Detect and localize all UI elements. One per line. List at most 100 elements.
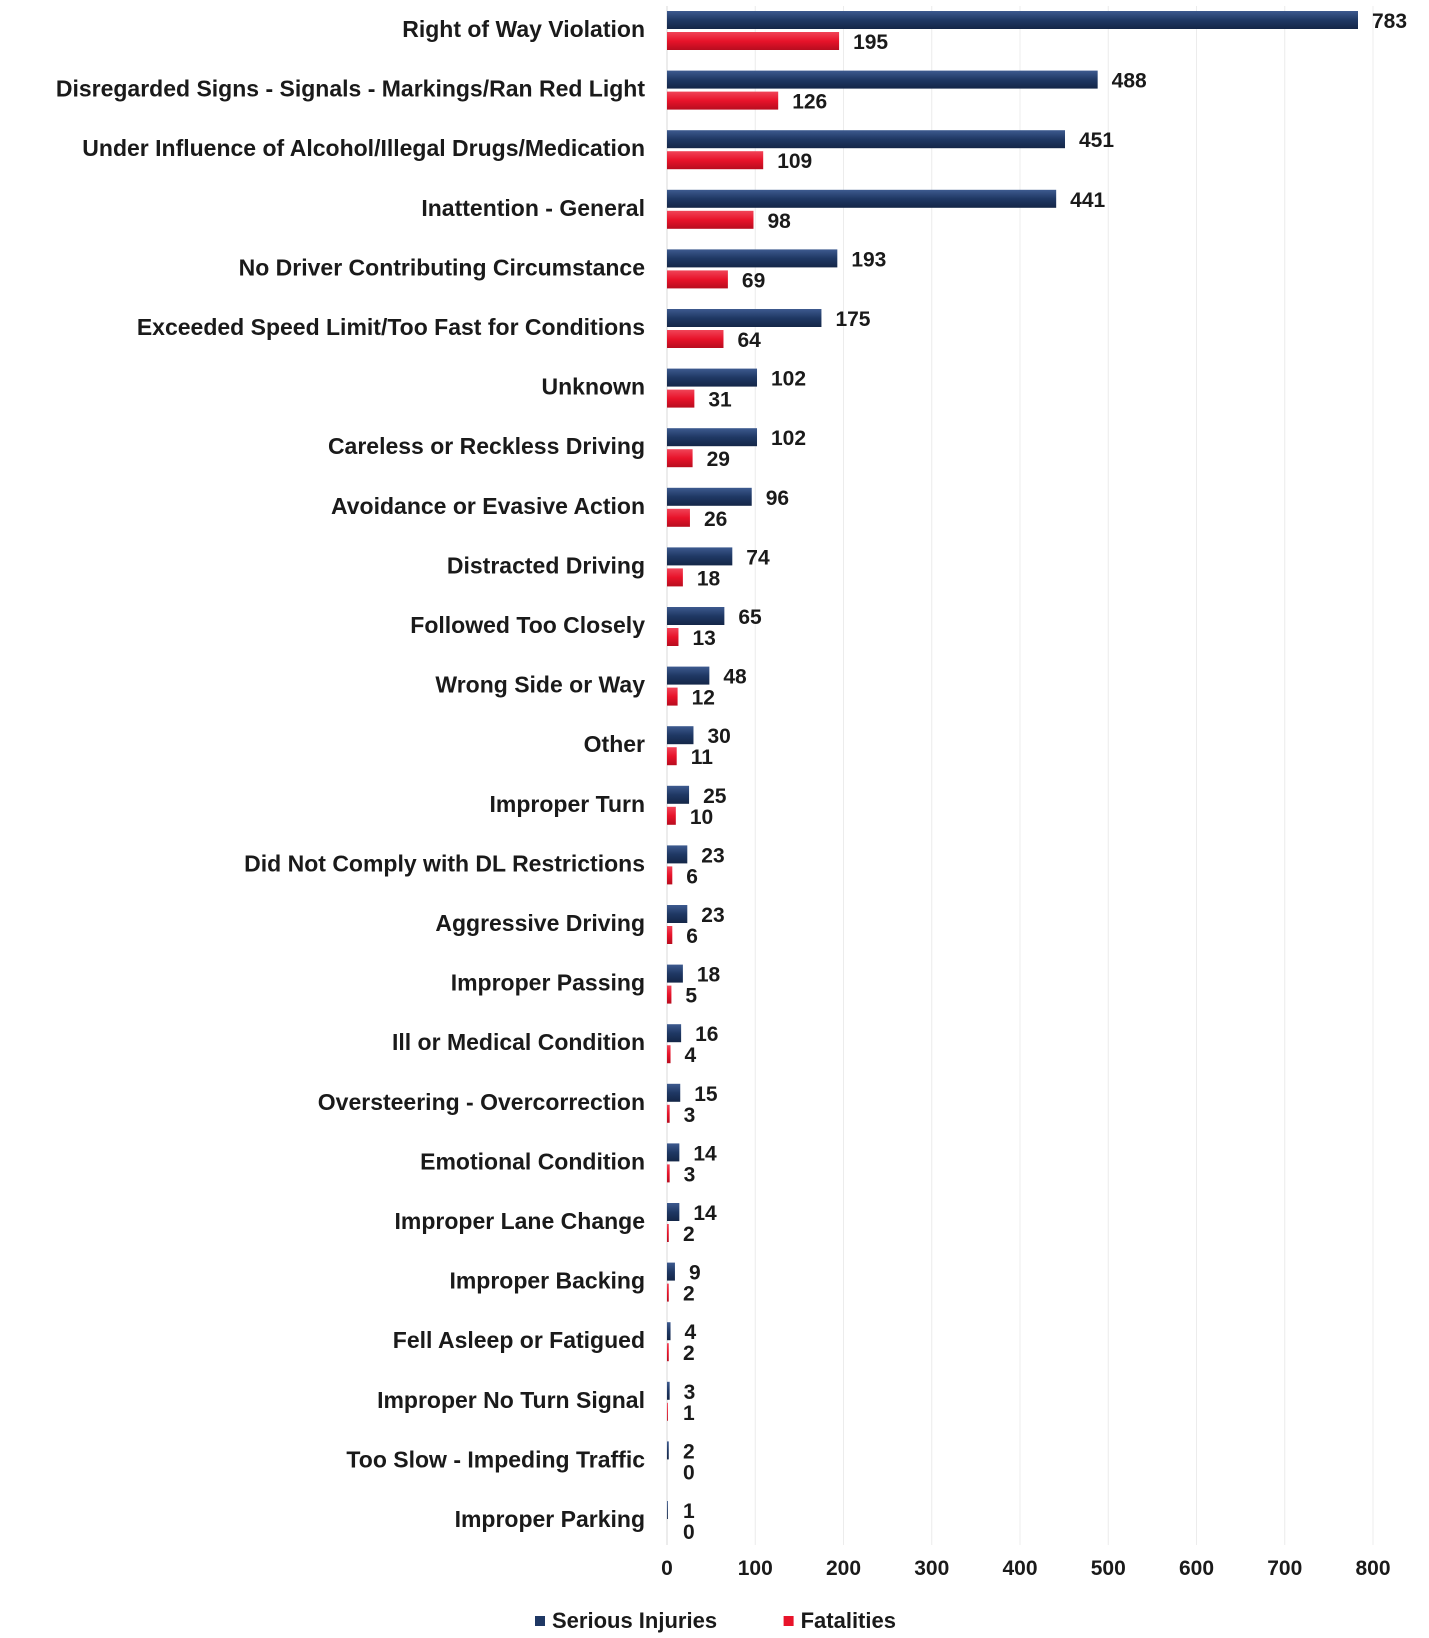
bar-serious-injuries-improper-no-turn-signal [667, 1381, 670, 1400]
x-tick-label-500: 500 [1091, 1557, 1126, 1580]
x-tick-label-700: 700 [1267, 1557, 1302, 1580]
category-label-aggressive-driving: Aggressive Driving [435, 910, 645, 936]
value-label-fatalities-improper-parking: 0 [683, 1521, 695, 1544]
value-label-serious-injuries-careless-or-reckless-driving: 102 [771, 427, 806, 450]
bar-serious-injuries-improper-lane-change [667, 1203, 680, 1221]
bar-serious-injuries-right-of-way-violation [667, 11, 1358, 29]
x-axis: 0 100 200 300 400 500 600 700 800 [661, 6, 1391, 1580]
category-label-oversteering-overcorrection: Oversteering - Overcorrection [318, 1089, 645, 1115]
value-label-serious-injuries-exceeded-speed-limit-too-fast-for-conditions: 175 [835, 308, 870, 331]
bar-fatalities-emotional-condition [667, 1164, 670, 1183]
bar-serious-injuries-wrong-side-or-way [667, 666, 710, 685]
value-label-serious-injuries-did-not-comply-with-dl-restrictions: 23 [701, 844, 724, 867]
value-label-fatalities-improper-lane-change: 2 [683, 1223, 695, 1246]
bar-fatalities-right-of-way-violation [667, 32, 840, 50]
bar-serious-injuries-improper-parking [667, 1501, 668, 1519]
bar-serious-injuries-avoidance-or-evasive-action [667, 487, 752, 506]
category-label-careless-or-reckless-driving: Careless or Reckless Driving [328, 433, 645, 459]
bar-fatalities-inattention-general [667, 210, 754, 229]
value-label-serious-injuries-improper-turn: 25 [703, 785, 727, 808]
bar-fatalities-disregarded-signs-signals-markings-ran-red-light [667, 91, 779, 110]
value-label-fatalities-ill-or-medical-condition: 4 [685, 1044, 697, 1067]
value-label-fatalities-aggressive-driving: 6 [686, 925, 698, 948]
category-label-improper-lane-change: Improper Lane Change [395, 1208, 645, 1234]
category-label-emotional-condition: Emotional Condition [420, 1148, 645, 1174]
value-label-serious-injuries-improper-backing: 9 [689, 1262, 701, 1285]
bar-serious-injuries-followed-too-closely [667, 607, 725, 625]
category-label-improper-backing: Improper Backing [449, 1268, 645, 1294]
bar-fatalities-aggressive-driving [667, 926, 673, 944]
category-labels: Right of Way Violation Disregarded Signs … [56, 16, 645, 1532]
category-label-improper-turn: Improper Turn [490, 791, 645, 817]
bar-fatalities-no-driver-contributing-circumstance [667, 270, 728, 289]
bar-serious-injuries-distracted-driving [667, 547, 733, 566]
value-label-serious-injuries-fell-asleep-or-fatigued: 4 [685, 1321, 697, 1344]
category-label-unknown: Unknown [542, 374, 646, 400]
value-label-serious-injuries-avoidance-or-evasive-action: 96 [766, 487, 789, 510]
bar-serious-injuries-under-influence-of-alcohol-illegal-drugs-medication [667, 130, 1066, 149]
bar-serious-injuries-improper-turn [667, 785, 690, 804]
bar-serious-injuries-no-driver-contributing-circumstance [667, 249, 838, 268]
value-label-fatalities-improper-turn: 10 [690, 806, 713, 829]
value-label-fatalities-careless-or-reckless-driving: 29 [707, 448, 730, 471]
bar-serious-injuries-aggressive-driving [667, 905, 688, 923]
bar-serious-injuries-fell-asleep-or-fatigued [667, 1322, 671, 1341]
x-tick-label-300: 300 [914, 1557, 949, 1580]
value-label-serious-injuries-inattention-general: 441 [1070, 189, 1105, 212]
legend-label-serious-injuries: Serious Injuries [552, 1608, 717, 1633]
value-label-fatalities-avoidance-or-evasive-action: 26 [704, 508, 727, 531]
bar-fatalities-fell-asleep-or-fatigued [667, 1343, 669, 1362]
bar-fatalities-ill-or-medical-condition [667, 1045, 671, 1064]
value-label-fatalities-distracted-driving: 18 [697, 567, 721, 590]
value-label-serious-injuries-improper-passing: 18 [697, 964, 721, 987]
bar-serious-injuries-too-slow-impeding-traffic [667, 1441, 669, 1460]
value-label-fatalities-disregarded-signs-signals-markings-ran-red-light: 126 [792, 91, 827, 114]
legend-swatch-serious-injuries [535, 1616, 545, 1626]
bar-fatalities-improper-no-turn-signal [667, 1402, 668, 1421]
bar-fatalities-improper-lane-change [667, 1224, 669, 1242]
gridlines [754, 6, 1374, 1545]
bar-serious-injuries-careless-or-reckless-driving [667, 428, 758, 447]
bar-serious-injuries-disregarded-signs-signals-markings-ran-red-light [667, 70, 1098, 89]
bar-fatalities-improper-passing [667, 985, 672, 1004]
value-label-fatalities-improper-passing: 5 [685, 985, 697, 1008]
value-label-serious-injuries-other: 30 [707, 725, 730, 748]
bar-serious-injuries-other [667, 726, 694, 745]
value-label-serious-injuries-improper-parking: 1 [683, 1500, 695, 1523]
value-labels: 7831954881264511094419819369175641023110… [683, 10, 1407, 1544]
bar-serious-injuries-inattention-general [667, 189, 1057, 208]
bar-fatalities-unknown [667, 389, 695, 408]
x-tick-label-100: 100 [738, 1557, 773, 1580]
bar-serious-injuries-oversteering-overcorrection [667, 1083, 681, 1102]
bar-fatalities-improper-backing [667, 1283, 669, 1302]
category-label-under-influence-of-alcohol-illegal-drugs-medication: Under Influence of Alcohol/Illegal Drugs… [82, 135, 645, 161]
legend-label-fatalities: Fatalities [801, 1608, 896, 1633]
value-label-fatalities-improper-backing: 2 [683, 1283, 695, 1306]
value-label-fatalities-emotional-condition: 3 [684, 1163, 696, 1186]
legend: Serious Injuries Fatalities [535, 1608, 896, 1633]
bar-fatalities-improper-turn [667, 806, 676, 825]
category-label-distracted-driving: Distracted Driving [447, 552, 645, 578]
category-label-improper-passing: Improper Passing [451, 970, 645, 996]
bars [667, 11, 1358, 1519]
value-label-fatalities-exceeded-speed-limit-too-fast-for-conditions: 64 [737, 329, 761, 352]
value-label-fatalities-fell-asleep-or-fatigued: 2 [683, 1342, 695, 1365]
legend-swatch-fatalities [783, 1616, 794, 1626]
category-label-did-not-comply-with-dl-restrictions: Did Not Comply with DL Restrictions [244, 850, 645, 876]
category-label-disregarded-signs-signals-markings-ran-red-light: Disregarded Signs - Signals - Markings/R… [56, 76, 645, 102]
x-tick-label-600: 600 [1179, 1557, 1214, 1580]
value-label-fatalities-under-influence-of-alcohol-illegal-drugs-medication: 109 [777, 150, 812, 173]
x-tick-label-400: 400 [1002, 1557, 1037, 1580]
value-label-serious-injuries-wrong-side-or-way: 48 [723, 666, 747, 689]
value-label-fatalities-inattention-general: 98 [767, 210, 791, 233]
value-label-fatalities-improper-no-turn-signal: 1 [683, 1402, 695, 1425]
bar-fatalities-oversteering-overcorrection [667, 1104, 670, 1123]
bar-fatalities-other [667, 747, 677, 766]
value-label-serious-injuries-no-driver-contributing-circumstance: 193 [851, 248, 886, 271]
category-label-wrong-side-or-way: Wrong Side or Way [435, 672, 645, 698]
category-label-avoidance-or-evasive-action: Avoidance or Evasive Action [331, 493, 645, 519]
bar-serious-injuries-did-not-comply-with-dl-restrictions [667, 845, 688, 864]
value-label-fatalities-right-of-way-violation: 195 [853, 31, 888, 54]
value-label-fatalities-wrong-side-or-way: 12 [692, 687, 715, 710]
value-label-serious-injuries-improper-lane-change: 14 [693, 1202, 717, 1225]
